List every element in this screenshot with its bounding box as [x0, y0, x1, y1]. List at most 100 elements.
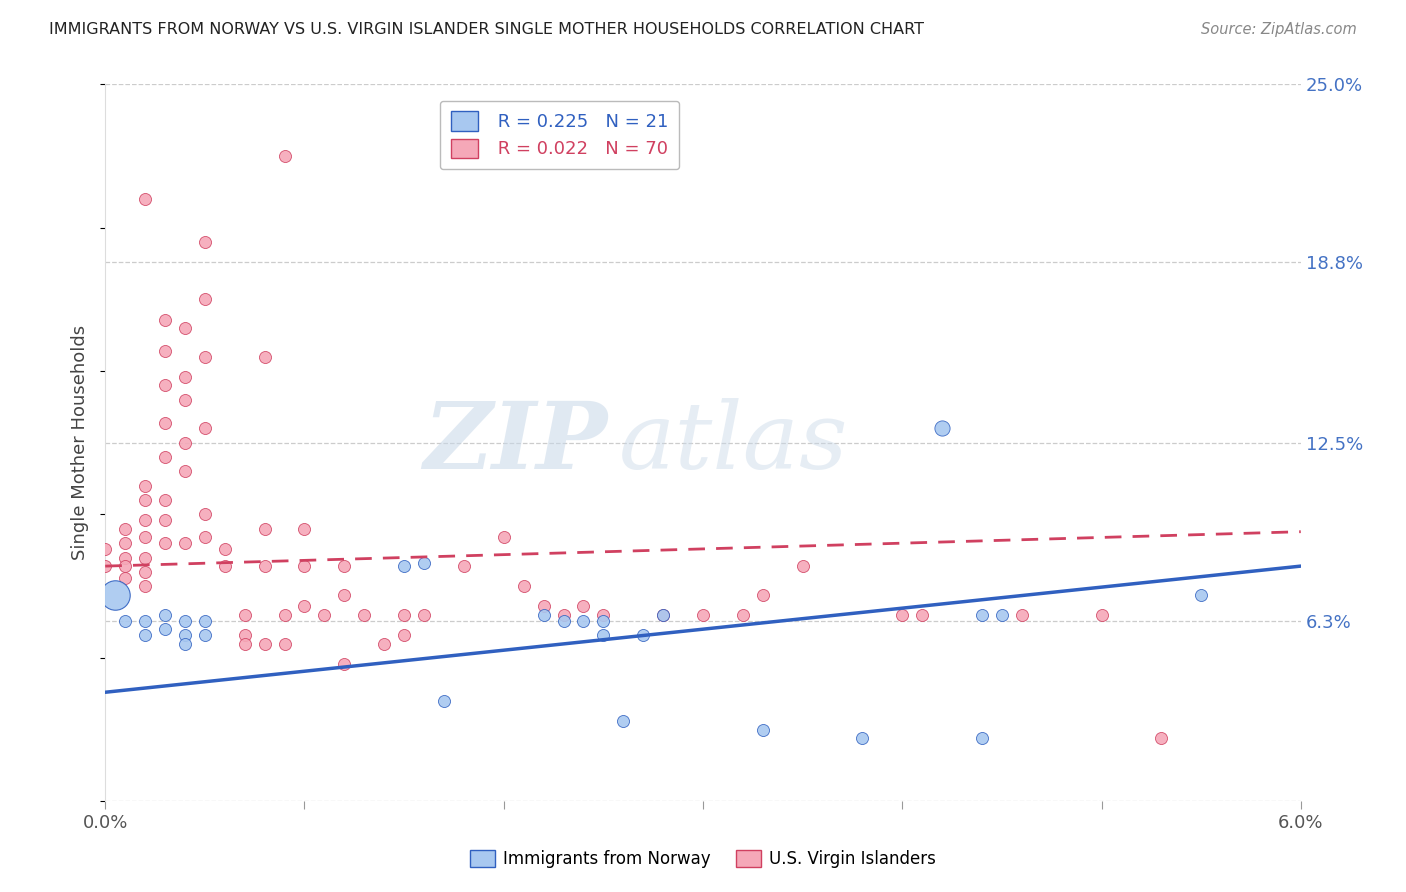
Point	[114, 522, 136, 536]
Point	[533, 607, 555, 622]
Point	[153, 536, 176, 550]
Point	[174, 321, 197, 335]
Point	[273, 607, 295, 622]
Point	[692, 607, 714, 622]
Point	[931, 421, 953, 435]
Point	[134, 628, 156, 642]
Point	[731, 607, 754, 622]
Point	[214, 541, 236, 556]
Legend:  R = 0.225   N = 21,  R = 0.022   N = 70: R = 0.225 N = 21, R = 0.022 N = 70	[440, 101, 679, 169]
Point	[453, 559, 475, 574]
Point	[294, 599, 316, 614]
Point	[153, 416, 176, 430]
Point	[253, 350, 276, 364]
Point	[153, 607, 176, 622]
Point	[631, 628, 654, 642]
Point	[652, 607, 675, 622]
Point	[114, 559, 136, 574]
Point	[233, 607, 256, 622]
Point	[752, 723, 775, 737]
Point	[911, 607, 934, 622]
Point	[174, 465, 197, 479]
Point	[253, 522, 276, 536]
Point	[174, 614, 197, 628]
Point	[134, 479, 156, 493]
Point	[851, 731, 873, 746]
Point	[194, 531, 217, 545]
Point	[153, 622, 176, 636]
Point	[194, 350, 217, 364]
Point	[512, 579, 534, 593]
Point	[1090, 607, 1112, 622]
Text: IMMIGRANTS FROM NORWAY VS U.S. VIRGIN ISLANDER SINGLE MOTHER HOUSEHOLDS CORRELAT: IMMIGRANTS FROM NORWAY VS U.S. VIRGIN IS…	[49, 22, 924, 37]
Point	[94, 541, 117, 556]
Point	[294, 559, 316, 574]
Point	[153, 493, 176, 508]
Point	[194, 508, 217, 522]
Point	[194, 293, 217, 307]
Point	[134, 493, 156, 508]
Point	[492, 531, 515, 545]
Point	[134, 192, 156, 206]
Point	[114, 550, 136, 565]
Point	[153, 344, 176, 359]
Point	[752, 588, 775, 602]
Point	[373, 636, 395, 650]
Text: ZIP: ZIP	[423, 398, 607, 488]
Point	[114, 571, 136, 585]
Point	[214, 559, 236, 574]
Point	[94, 559, 117, 574]
Point	[392, 628, 415, 642]
Point	[174, 628, 197, 642]
Point	[652, 607, 675, 622]
Point	[194, 614, 217, 628]
Point	[970, 731, 993, 746]
Point	[572, 614, 595, 628]
Point	[1150, 731, 1173, 746]
Point	[392, 607, 415, 622]
Point	[413, 607, 436, 622]
Point	[891, 607, 914, 622]
Point	[1011, 607, 1033, 622]
Point	[233, 636, 256, 650]
Point	[174, 370, 197, 384]
Point	[153, 450, 176, 465]
Point	[134, 579, 156, 593]
Point	[792, 559, 814, 574]
Point	[392, 559, 415, 574]
Point	[194, 235, 217, 249]
Point	[174, 435, 197, 450]
Point	[273, 636, 295, 650]
Text: atlas: atlas	[619, 398, 849, 488]
Point	[253, 559, 276, 574]
Point	[314, 607, 336, 622]
Point	[612, 714, 634, 728]
Point	[153, 378, 176, 392]
Point	[294, 522, 316, 536]
Point	[413, 556, 436, 570]
Point	[153, 312, 176, 326]
Point	[114, 536, 136, 550]
Point	[592, 607, 614, 622]
Point	[134, 565, 156, 579]
Point	[572, 599, 595, 614]
Point	[970, 607, 993, 622]
Point	[533, 599, 555, 614]
Point	[104, 588, 127, 602]
Point	[134, 550, 156, 565]
Point	[592, 628, 614, 642]
Point	[1189, 588, 1212, 602]
Point	[114, 614, 136, 628]
Point	[333, 657, 356, 671]
Point	[174, 636, 197, 650]
Point	[134, 513, 156, 527]
Point	[333, 588, 356, 602]
Point	[333, 559, 356, 574]
Point	[174, 392, 197, 407]
Point	[433, 694, 456, 708]
Point	[273, 149, 295, 163]
Point	[134, 531, 156, 545]
Point	[592, 614, 614, 628]
Point	[174, 536, 197, 550]
Legend: Immigrants from Norway, U.S. Virgin Islanders: Immigrants from Norway, U.S. Virgin Isla…	[463, 843, 943, 875]
